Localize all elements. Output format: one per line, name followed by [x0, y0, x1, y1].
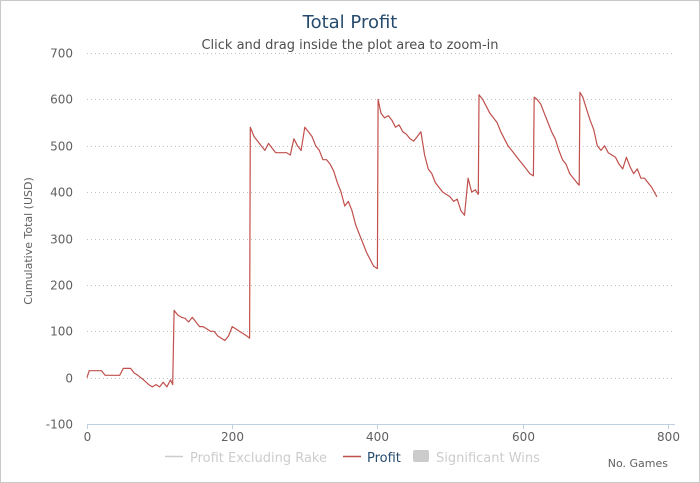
y-axis-title: Cumulative Total (USD): [22, 177, 35, 305]
y-tick-label: 200: [50, 279, 73, 293]
legend-item-profit-excluding-rake[interactable]: Profit Excluding Rake: [190, 451, 327, 466]
y-tick-label: 500: [50, 140, 73, 154]
x-tick-label: 200: [221, 430, 244, 444]
x-tick-label: 800: [657, 430, 680, 444]
y-tick-label: 300: [50, 233, 73, 247]
series-line-profit[interactable]: [86, 91, 658, 388]
series-layer[interactable]: [86, 91, 658, 388]
chart-title: Total Profit: [302, 12, 398, 33]
legend-item-significant-wins[interactable]: Significant Wins: [436, 451, 540, 466]
x-tick-label: 600: [512, 430, 535, 444]
x-axis-title: No. Games: [608, 457, 669, 470]
y-tick-label: 100: [50, 325, 73, 339]
y-tick-label: 400: [50, 186, 73, 200]
y-tick-label: 0: [65, 372, 73, 386]
legend-symbol-significant-wins: [413, 450, 429, 462]
chart-subtitle: Click and drag inside the plot area to z…: [201, 38, 498, 53]
x-axis-ticks: 0 200 400 600 800: [84, 424, 680, 444]
legend-item-profit[interactable]: Profit: [367, 451, 401, 466]
legend: Profit Excluding Rake Profit Significant W…: [165, 450, 540, 466]
y-tick-label: 700: [50, 47, 73, 61]
y-axis-ticks: -100 0 100 200 300 400 500 600 700: [46, 47, 73, 432]
x-tick-label: 0: [84, 430, 92, 444]
y-tick-label: 600: [50, 93, 73, 107]
y-tick-label: -100: [46, 418, 73, 432]
x-tick-label: 400: [366, 430, 389, 444]
